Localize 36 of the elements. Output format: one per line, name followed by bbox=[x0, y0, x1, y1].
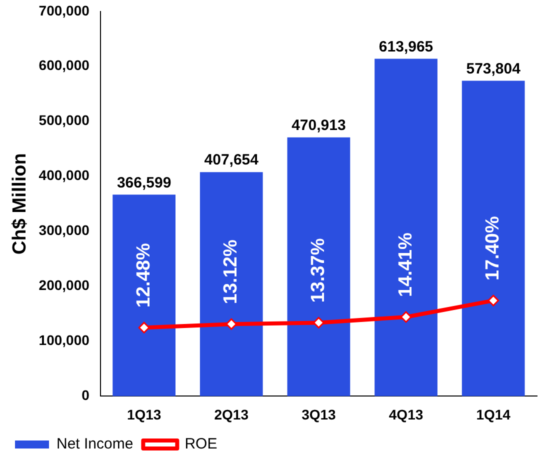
data-label: 613,965 bbox=[378, 38, 434, 56]
data-label: 407,654 bbox=[204, 152, 260, 169]
data-label: 366,599 bbox=[116, 174, 172, 192]
legend-label: Net Income bbox=[56, 436, 134, 453]
point bbox=[488, 294, 500, 306]
data-label: 470,913 bbox=[292, 116, 346, 134]
x-tick-label: 1Q14 bbox=[476, 406, 511, 422]
bar bbox=[112, 194, 176, 396]
y-tick-label: 500,000 bbox=[38, 112, 90, 128]
data-label: 13.37% bbox=[308, 238, 329, 303]
y-tick-label: 0 bbox=[82, 387, 90, 404]
x-tick-label: 2Q13 bbox=[214, 406, 249, 422]
bar bbox=[462, 80, 525, 396]
y-axis-title: Ch$ Million bbox=[10, 153, 31, 254]
y-tick-label: 600,000 bbox=[38, 57, 90, 74]
x-tick-label: 4Q13 bbox=[388, 406, 424, 422]
data-label: 17.40% bbox=[482, 216, 504, 281]
point bbox=[312, 316, 324, 328]
data-label: 14.41% bbox=[395, 232, 416, 297]
y-tick-label: 300,000 bbox=[38, 222, 90, 238]
data-label: 573,804 bbox=[466, 60, 522, 78]
bar bbox=[287, 137, 350, 396]
x-tick-label: 1Q13 bbox=[126, 406, 162, 422]
y-tick-label: 700,000 bbox=[38, 2, 90, 18]
y-tick-label: 400,000 bbox=[38, 167, 90, 184]
point bbox=[226, 318, 238, 330]
y-tick-label: 100,000 bbox=[38, 332, 90, 348]
y-tick-label: 200,000 bbox=[38, 277, 90, 294]
data-label: 13.12% bbox=[220, 240, 242, 304]
data-label: 12.48% bbox=[133, 243, 154, 308]
bar bbox=[374, 58, 438, 396]
x-tick-label: 3Q13 bbox=[302, 406, 336, 422]
point bbox=[138, 322, 150, 334]
legend-label: ROE bbox=[184, 436, 218, 453]
bar bbox=[200, 172, 263, 396]
point bbox=[400, 311, 412, 323]
